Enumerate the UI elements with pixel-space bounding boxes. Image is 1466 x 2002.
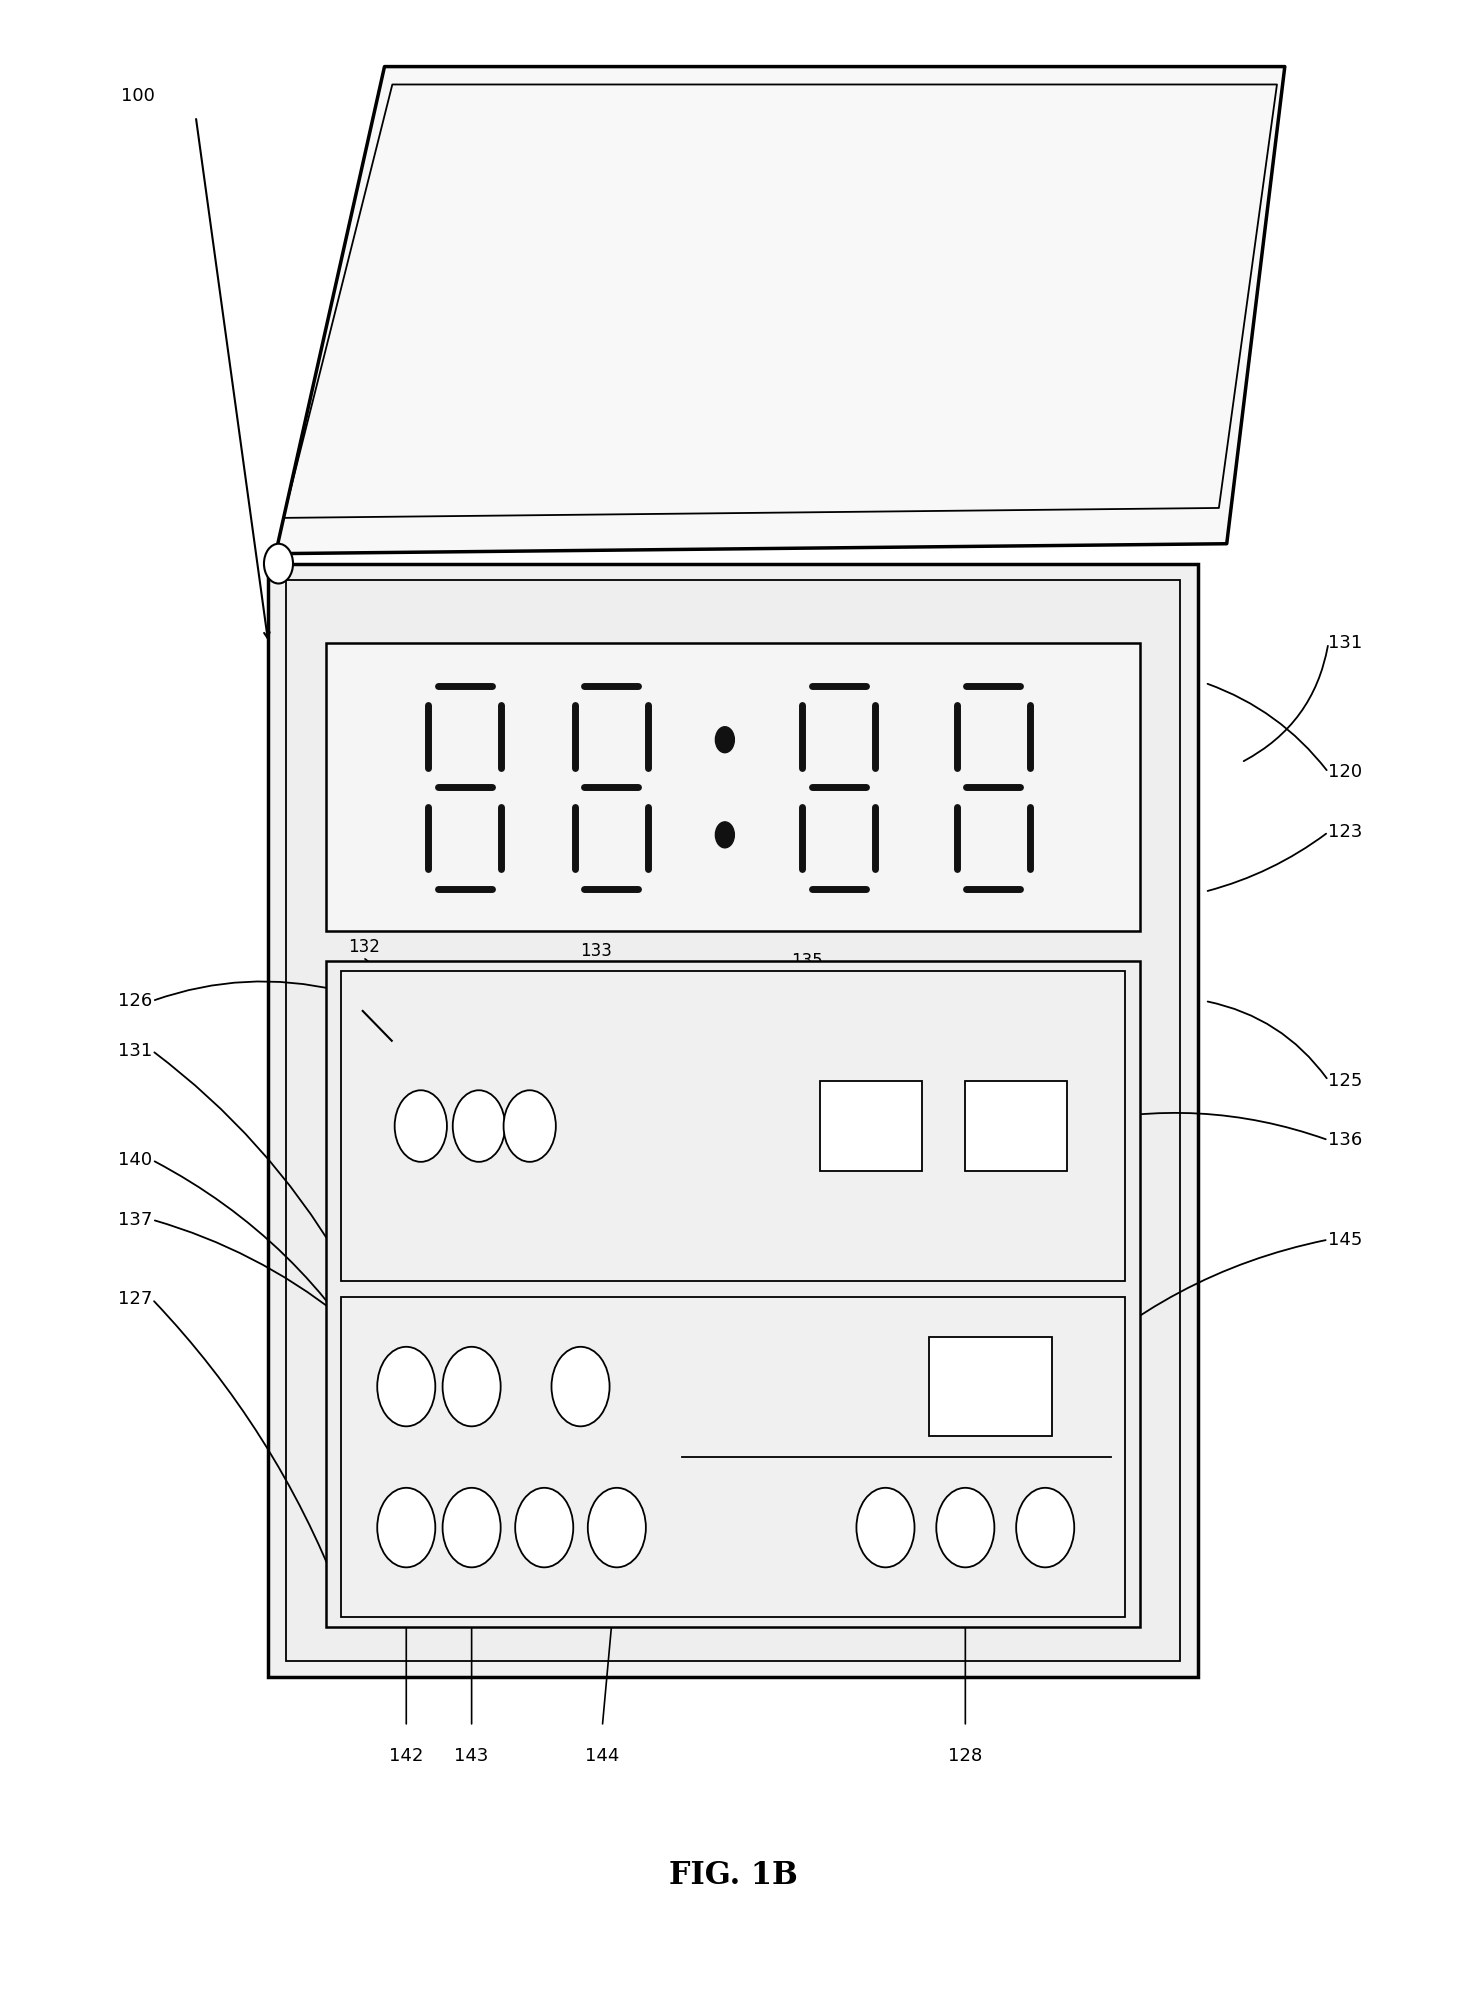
Text: 128: 128 <box>949 1748 982 1766</box>
Text: 133: 133 <box>581 943 613 961</box>
Circle shape <box>377 1487 435 1568</box>
Circle shape <box>715 823 734 847</box>
Text: 144: 144 <box>585 1748 620 1766</box>
Text: 131: 131 <box>1328 635 1362 653</box>
Text: 120: 120 <box>1328 763 1362 781</box>
Bar <box>342 1297 1124 1618</box>
Text: 131: 131 <box>117 1041 152 1059</box>
Circle shape <box>264 545 293 583</box>
Text: 143: 143 <box>454 1748 488 1766</box>
Text: 100: 100 <box>120 88 154 106</box>
Text: 142: 142 <box>388 1748 424 1766</box>
Circle shape <box>1016 1487 1075 1568</box>
Circle shape <box>515 1487 573 1568</box>
Circle shape <box>503 1091 556 1161</box>
Text: 123: 123 <box>1328 823 1363 841</box>
Circle shape <box>453 1091 504 1161</box>
Bar <box>327 643 1139 931</box>
Text: FIG. 1B: FIG. 1B <box>668 1860 798 1892</box>
Text: 125: 125 <box>1328 1071 1363 1089</box>
Text: 126: 126 <box>117 993 152 1009</box>
Circle shape <box>394 1091 447 1161</box>
Polygon shape <box>276 66 1284 555</box>
Bar <box>286 579 1180 1662</box>
Text: 127: 127 <box>117 1289 152 1307</box>
Circle shape <box>715 727 734 753</box>
Bar <box>929 1337 1053 1435</box>
Circle shape <box>443 1487 501 1568</box>
Text: 135: 135 <box>792 953 822 971</box>
Circle shape <box>443 1347 501 1425</box>
Circle shape <box>551 1347 610 1425</box>
Text: 141: 141 <box>696 1433 729 1451</box>
Bar <box>965 1081 1067 1171</box>
Text: 132: 132 <box>349 939 380 957</box>
Circle shape <box>856 1487 915 1568</box>
Text: 140: 140 <box>119 1151 152 1169</box>
Circle shape <box>377 1347 435 1425</box>
Bar <box>342 971 1124 1281</box>
Bar <box>819 1081 922 1171</box>
Bar <box>327 961 1139 1628</box>
Text: 145: 145 <box>1328 1231 1363 1249</box>
Text: 137: 137 <box>117 1211 152 1229</box>
Bar <box>268 565 1198 1678</box>
Text: 136: 136 <box>1328 1131 1362 1149</box>
Circle shape <box>588 1487 647 1568</box>
Circle shape <box>937 1487 994 1568</box>
